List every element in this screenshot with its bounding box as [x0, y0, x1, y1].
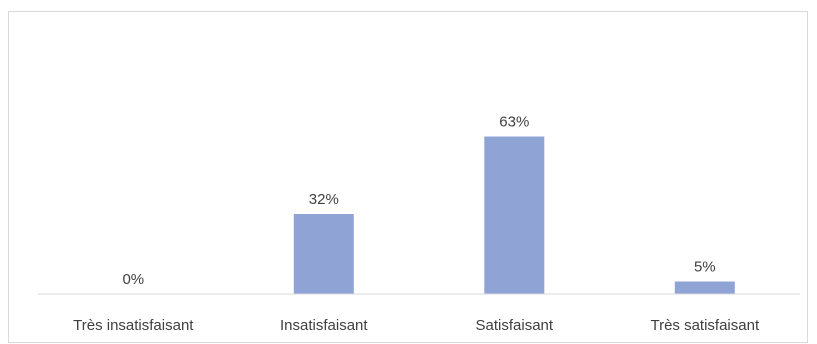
chart-frame [8, 11, 808, 343]
bar-3 [674, 281, 735, 294]
x-tick-label-1: Insatisfaisant [280, 317, 368, 334]
data-label-0: 0% [122, 271, 144, 288]
bar-2 [484, 136, 545, 294]
data-label-1: 32% [309, 191, 339, 208]
bar-1 [293, 214, 354, 294]
data-label-2: 63% [499, 114, 529, 131]
x-tick-label-3: Très satisfaisant [650, 317, 759, 334]
x-tick-label-2: Satisfaisant [476, 317, 554, 334]
x-tick-label-0: Très insatisfaisant [73, 317, 194, 334]
data-label-3: 5% [694, 259, 716, 276]
